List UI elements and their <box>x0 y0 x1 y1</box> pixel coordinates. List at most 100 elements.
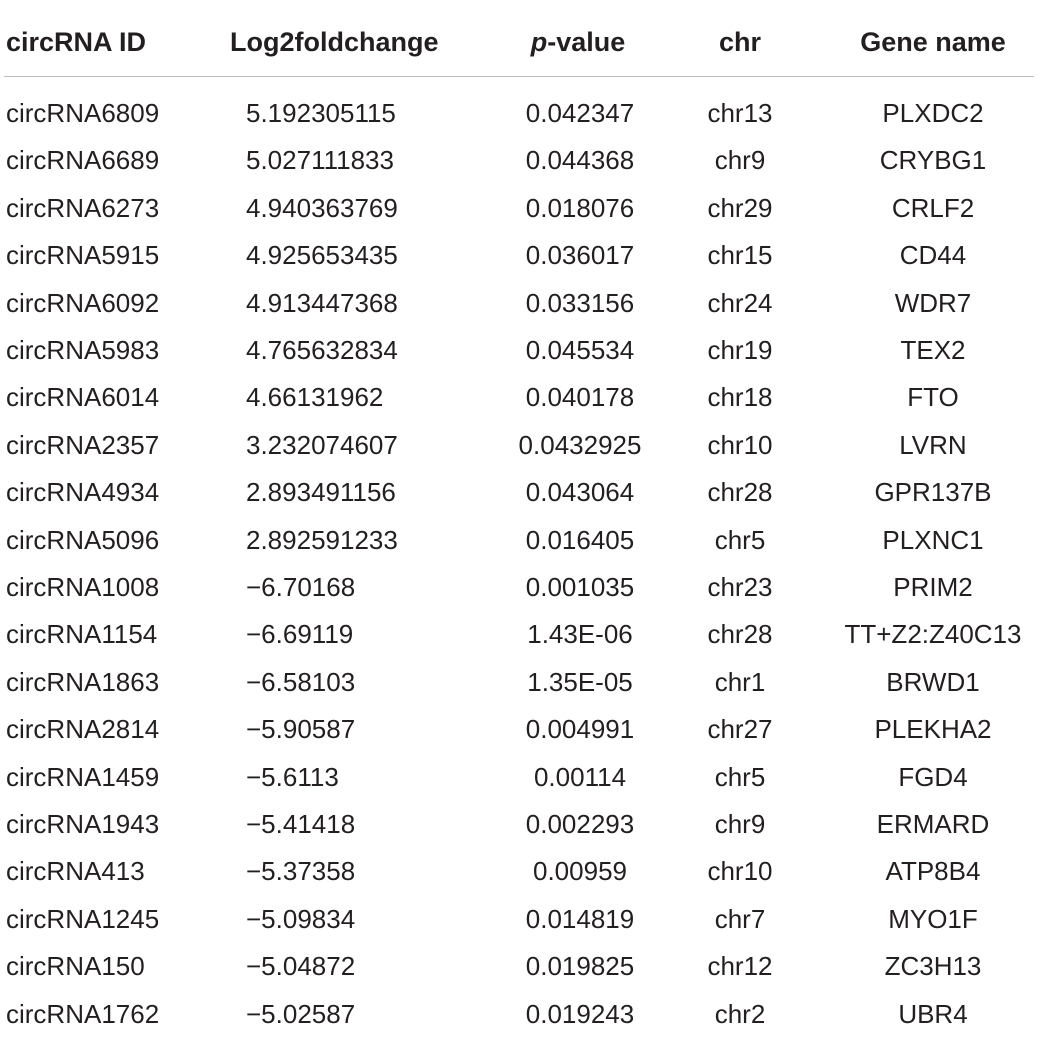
cell-chr: chr27 <box>707 714 773 745</box>
cell-log2foldchange: 4.66131962 <box>246 382 384 413</box>
cell-log2foldchange: 2.892591233 <box>246 524 398 555</box>
cell-chr: chr28 <box>707 477 773 508</box>
table-row: circRNA1154 −6.69119 1.43E-06 chr28 TT+Z2:Z4… <box>0 618 1039 665</box>
cell-log2foldchange: −6.69119 <box>246 619 354 650</box>
cell-circrna-id: circRNA150 <box>6 951 145 982</box>
cell-p-value: 0.040178 <box>525 382 635 413</box>
cell-gene-name: ERMARD <box>876 809 990 839</box>
table-row: circRNA6273 4.940363769 0.018076 chr29 CRLF2 <box>0 192 1039 239</box>
header-divider <box>4 76 1034 77</box>
table-row: circRNA6689 5.027111833 0.044368 chr9 CRYBG1 <box>0 144 1039 191</box>
cell-log2foldchange: −6.58103 <box>246 666 356 697</box>
cell-circrna-id: circRNA1863 <box>6 666 160 697</box>
table-row: circRNA6092 4.913447368 0.033156 chr24 WDR7 <box>0 287 1039 334</box>
cell-chr: chr28 <box>707 619 773 650</box>
cell-chr: chr24 <box>707 287 773 318</box>
cell-circrna-id: circRNA6809 <box>6 98 160 128</box>
table-row: circRNA2357 3.232074607 0.0432925 chr10 LVRN <box>0 429 1039 476</box>
cell-chr: chr23 <box>707 572 773 602</box>
cell-gene-name: PLXNC1 <box>882 524 984 555</box>
cell-gene-name: ATP8B4 <box>885 856 981 887</box>
cell-gene-name: MYO1F <box>888 903 978 934</box>
table-row: circRNA1459 −5.6113 0.00114 chr5 FGD4 <box>0 761 1039 808</box>
cell-log2foldchange: 4.940363769 <box>246 192 398 223</box>
table-row: circRNA5096 2.892591233 0.016405 chr5 PLXNC1 <box>0 524 1039 571</box>
cell-gene-name: CD44 <box>899 240 967 271</box>
cell-chr: chr9 <box>714 145 766 176</box>
cell-p-value: 0.014819 <box>525 903 635 934</box>
cell-log2foldchange: 4.765632834 <box>246 335 398 365</box>
table-row: circRNA1863 −6.58103 1.35E-05 chr1 BRWD1 <box>0 666 1039 713</box>
cell-gene-name: TT+Z2:Z40C13 <box>844 619 1022 650</box>
cell-gene-name: PLXDC2 <box>882 98 984 128</box>
cell-p-value: 0.00959 <box>533 856 627 887</box>
cell-gene-name: FTO <box>907 382 959 413</box>
cell-p-value: 0.004991 <box>525 714 635 745</box>
cell-gene-name: CRLF2 <box>891 192 975 223</box>
table-row: circRNA1245 −5.09834 0.014819 chr7 MYO1F <box>0 903 1039 950</box>
cell-log2foldchange: 3.232074607 <box>246 429 398 460</box>
table-row: circRNA5915 4.925653435 0.036017 chr15 CD44 <box>0 239 1039 286</box>
header-p-italic: p <box>530 27 548 57</box>
cell-p-value: 0.0432925 <box>518 429 642 460</box>
cell-log2foldchange: 4.913447368 <box>246 287 398 318</box>
table-row: circRNA1008 −6.70168 0.001035 chr23 PRIM2 <box>0 571 1039 618</box>
cell-chr: chr15 <box>707 240 773 271</box>
cell-gene-name: FGD4 <box>898 761 968 792</box>
cell-log2foldchange: −5.04872 <box>246 951 356 982</box>
table-row: circRNA150 −5.04872 0.019825 chr12 ZC3H13 <box>0 950 1039 997</box>
table-row: circRNA1762 −5.02587 0.019243 chr2 UBR4 <box>0 998 1039 1045</box>
cell-log2foldchange: −5.41418 <box>246 809 356 839</box>
cell-circrna-id: circRNA4934 <box>6 477 160 508</box>
cell-gene-name: TEX2 <box>900 335 966 365</box>
cell-circrna-id: circRNA1459 <box>6 761 160 792</box>
cell-log2foldchange: −6.70168 <box>246 572 356 602</box>
cell-circrna-id: circRNA2357 <box>6 429 160 460</box>
cell-chr: chr5 <box>714 524 766 555</box>
cell-log2foldchange: −5.09834 <box>246 903 356 934</box>
cell-log2foldchange: −5.90587 <box>246 714 356 745</box>
cell-log2foldchange: −5.02587 <box>246 998 356 1029</box>
cell-chr: chr18 <box>707 382 773 413</box>
cell-circrna-id: circRNA6014 <box>6 382 160 413</box>
cell-p-value: 0.033156 <box>525 287 635 318</box>
cell-circrna-id: circRNA1008 <box>6 572 160 602</box>
cell-circrna-id: circRNA5983 <box>6 335 160 365</box>
cell-gene-name: LVRN <box>899 429 967 460</box>
table-row: circRNA2814 −5.90587 0.004991 chr27 PLEKHA2 <box>0 713 1039 760</box>
cell-gene-name: WDR7 <box>894 287 972 318</box>
cell-chr: chr12 <box>707 951 773 982</box>
cell-circrna-id: circRNA6092 <box>6 287 160 318</box>
cell-gene-name: PLEKHA2 <box>874 714 992 745</box>
cell-circrna-id: circRNA1245 <box>6 903 160 934</box>
cell-p-value: 0.00114 <box>533 761 627 792</box>
cell-gene-name: CRYBG1 <box>879 145 987 176</box>
cell-chr: chr1 <box>714 666 766 697</box>
table-row: circRNA6014 4.66131962 0.040178 chr18 FTO <box>0 381 1039 428</box>
table-row: circRNA6809 5.192305115 0.042347 chr13 PLXDC… <box>0 97 1039 144</box>
cell-circrna-id: circRNA1154 <box>6 619 158 650</box>
table-row: circRNA1943 −5.41418 0.002293 chr9 ERMARD <box>0 808 1039 855</box>
cell-chr: chr7 <box>714 903 766 934</box>
cell-p-value: 0.019825 <box>525 951 635 982</box>
cell-log2foldchange: 2.893491156 <box>246 477 396 508</box>
header-p-value: p-value <box>518 26 638 58</box>
cell-log2foldchange: −5.6113 <box>246 761 339 792</box>
cell-chr: chr10 <box>707 856 773 887</box>
cell-p-value: 0.036017 <box>525 240 635 271</box>
cell-p-value: 0.016405 <box>525 524 635 555</box>
cell-p-value: 0.042347 <box>525 98 635 128</box>
cell-gene-name: BRWD1 <box>886 666 980 697</box>
table-row: circRNA5983 4.765632834 0.045534 chr19 TEX2 <box>0 334 1039 381</box>
cell-chr: chr2 <box>714 998 766 1029</box>
cell-circrna-id: circRNA6273 <box>6 192 160 223</box>
header-chr: chr <box>718 27 762 57</box>
cell-circrna-id: circRNA413 <box>6 856 145 887</box>
cell-log2foldchange: 4.925653435 <box>246 240 398 271</box>
header-log2foldchange: Log2foldchange <box>230 27 439 57</box>
header-circrna-id: circRNA ID <box>6 27 147 57</box>
header-p-rest: -value <box>547 27 626 57</box>
cell-circrna-id: circRNA5915 <box>6 240 160 271</box>
cell-chr: chr5 <box>714 761 766 792</box>
cell-log2foldchange: 5.027111833 <box>246 145 394 176</box>
